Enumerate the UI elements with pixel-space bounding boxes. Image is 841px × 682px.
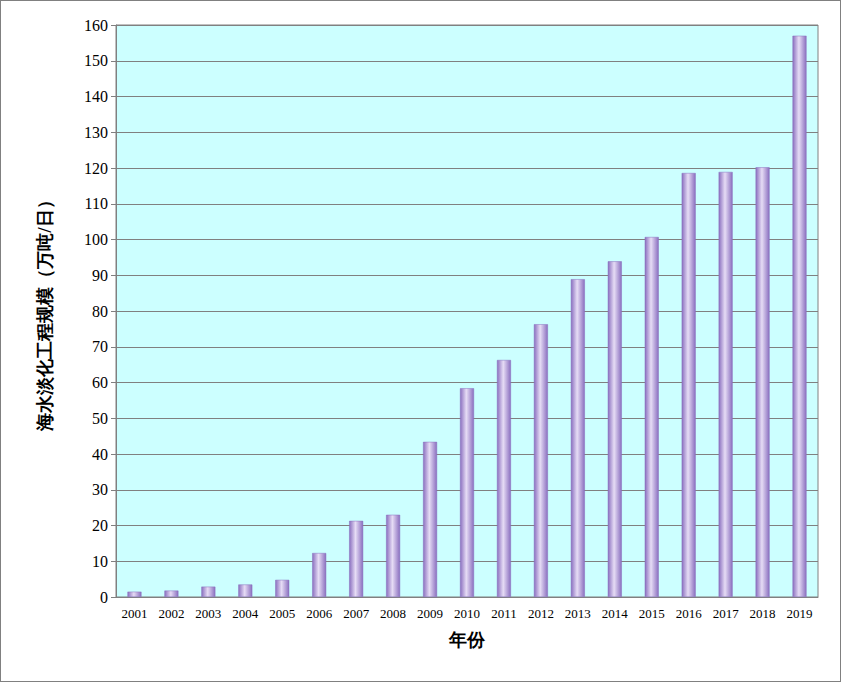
svg-text:2007: 2007 — [343, 606, 370, 621]
svg-text:2005: 2005 — [269, 606, 295, 621]
svg-text:2014: 2014 — [602, 606, 629, 621]
svg-text:2013: 2013 — [565, 606, 591, 621]
svg-text:70: 70 — [92, 338, 108, 355]
svg-text:40: 40 — [92, 446, 108, 463]
svg-text:年份: 年份 — [448, 630, 486, 650]
svg-text:2002: 2002 — [158, 606, 184, 621]
svg-text:100: 100 — [84, 231, 108, 248]
svg-text:2003: 2003 — [195, 606, 221, 621]
svg-text:30: 30 — [92, 481, 108, 498]
svg-text:130: 130 — [84, 124, 108, 141]
svg-text:160: 160 — [84, 17, 108, 34]
svg-text:120: 120 — [84, 160, 108, 177]
svg-text:2010: 2010 — [454, 606, 480, 621]
svg-text:150: 150 — [84, 52, 108, 69]
svg-text:2006: 2006 — [306, 606, 333, 621]
svg-text:50: 50 — [92, 410, 108, 427]
svg-text:2018: 2018 — [750, 606, 776, 621]
svg-text:80: 80 — [92, 303, 108, 320]
svg-text:0: 0 — [100, 589, 108, 606]
svg-text:2001: 2001 — [121, 606, 147, 621]
svg-text:2016: 2016 — [676, 606, 703, 621]
svg-text:2009: 2009 — [417, 606, 443, 621]
svg-text:2019: 2019 — [787, 606, 813, 621]
svg-text:140: 140 — [84, 88, 108, 105]
svg-text:10: 10 — [92, 553, 108, 570]
svg-text:20: 20 — [92, 517, 108, 534]
svg-text:2011: 2011 — [491, 606, 517, 621]
svg-text:2004: 2004 — [232, 606, 259, 621]
svg-text:110: 110 — [85, 195, 108, 212]
svg-text:90: 90 — [92, 267, 108, 284]
svg-text:2012: 2012 — [528, 606, 554, 621]
svg-text:2008: 2008 — [380, 606, 406, 621]
svg-text:60: 60 — [92, 374, 108, 391]
svg-text:海水淡化工程规模（万吨/日）: 海水淡化工程规模（万吨/日） — [35, 191, 55, 431]
svg-text:2015: 2015 — [639, 606, 665, 621]
svg-text:2017: 2017 — [713, 606, 740, 621]
